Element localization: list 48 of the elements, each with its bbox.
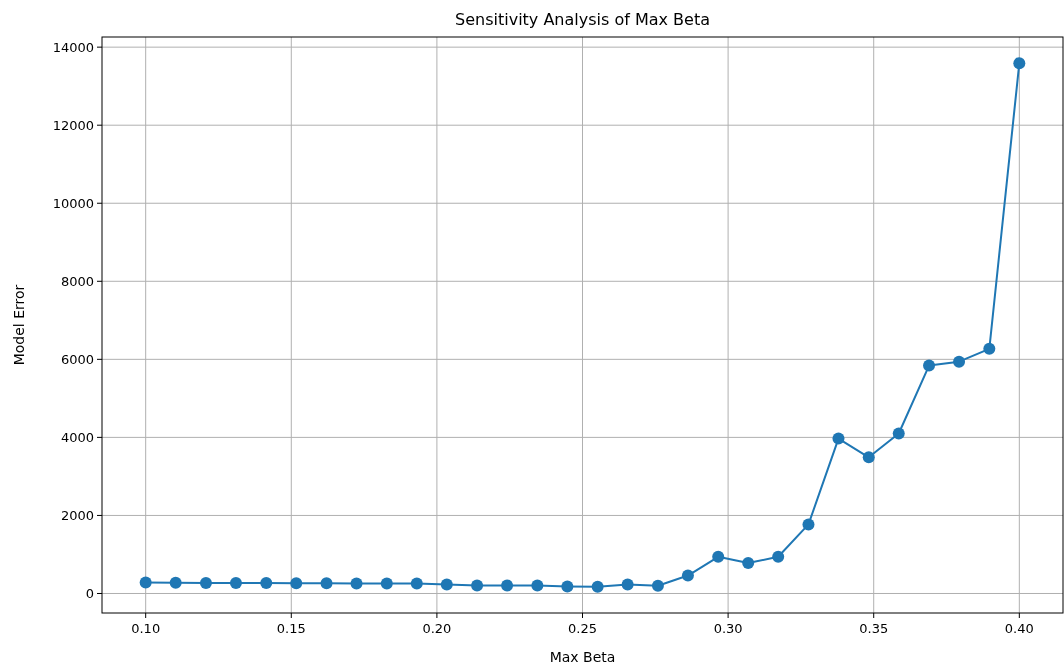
y-tick-label: 12000 (52, 117, 94, 133)
point (892, 427, 905, 440)
point (290, 577, 303, 590)
point (169, 576, 182, 589)
point (953, 355, 966, 368)
point (832, 432, 845, 445)
point (862, 451, 875, 464)
point (802, 518, 815, 531)
y-axis-title: Model Error (11, 284, 27, 366)
point (260, 576, 273, 589)
chart-title: Sensitivity Analysis of Max Beta (455, 10, 710, 29)
point (531, 579, 544, 592)
point (440, 578, 453, 591)
point (772, 550, 785, 563)
point (651, 579, 664, 592)
x-tick-label: 0.35 (859, 621, 889, 636)
point (591, 580, 604, 593)
point (501, 579, 514, 592)
y-tick-label: 4000 (60, 429, 94, 445)
y-tick-label: 2000 (60, 507, 94, 523)
point (350, 577, 363, 590)
point (923, 359, 936, 372)
point (471, 579, 484, 592)
x-tick-label: 0.30 (713, 621, 743, 636)
point (320, 577, 333, 590)
point (681, 569, 694, 582)
y-tick-label: 10000 (52, 195, 94, 211)
point (712, 550, 725, 563)
x-tick-label: 0.25 (568, 621, 597, 636)
point (229, 576, 242, 589)
point (561, 580, 574, 593)
x-tick-label: 0.20 (422, 621, 452, 636)
y-tick-label: 0 (85, 586, 94, 602)
point (380, 577, 393, 590)
x-tick-label: 0.40 (1004, 621, 1034, 636)
x-tick-label: 0.15 (276, 621, 306, 636)
x-axis-title: Max Beta (549, 649, 616, 665)
point (139, 576, 152, 589)
y-tick-label: 6000 (60, 351, 94, 367)
point (983, 342, 996, 355)
x-tick-label: 0.10 (131, 621, 161, 636)
point (742, 557, 755, 570)
y-tick-label: 14000 (52, 39, 94, 55)
point (410, 577, 423, 590)
point (1013, 57, 1026, 70)
y-tick-label: 8000 (60, 273, 94, 289)
point (199, 576, 212, 589)
point (621, 578, 634, 591)
